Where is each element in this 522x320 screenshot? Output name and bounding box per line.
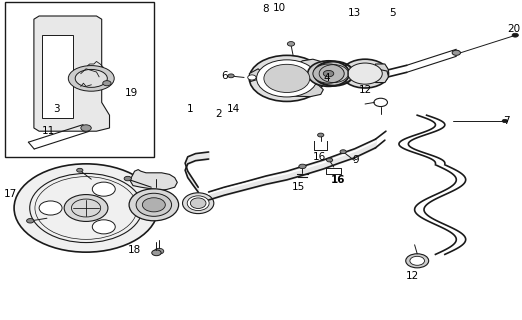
- Circle shape: [81, 125, 91, 131]
- Circle shape: [341, 59, 388, 88]
- Text: 11: 11: [41, 125, 55, 136]
- Polygon shape: [34, 16, 110, 131]
- Ellipse shape: [75, 69, 108, 87]
- Circle shape: [143, 198, 165, 212]
- Text: 9: 9: [352, 155, 359, 165]
- Polygon shape: [374, 64, 388, 77]
- Circle shape: [299, 164, 306, 169]
- Circle shape: [92, 220, 115, 234]
- Text: 12: 12: [359, 84, 372, 95]
- Text: 16: 16: [313, 152, 326, 162]
- Text: 8: 8: [263, 4, 269, 14]
- Polygon shape: [374, 70, 388, 83]
- Circle shape: [452, 50, 460, 55]
- Circle shape: [92, 182, 115, 196]
- Polygon shape: [281, 83, 323, 97]
- Circle shape: [39, 201, 62, 215]
- Circle shape: [257, 60, 317, 97]
- Circle shape: [502, 119, 507, 123]
- Circle shape: [250, 55, 324, 101]
- Text: 18: 18: [128, 245, 141, 255]
- Text: 17: 17: [4, 188, 17, 199]
- Circle shape: [512, 33, 518, 37]
- Circle shape: [103, 81, 111, 86]
- Circle shape: [406, 254, 429, 268]
- Text: 7: 7: [504, 116, 510, 126]
- Ellipse shape: [191, 198, 206, 209]
- Ellipse shape: [129, 189, 179, 221]
- Text: 13: 13: [348, 8, 361, 19]
- Text: 5: 5: [389, 8, 396, 19]
- Bar: [42, 35, 73, 118]
- Text: 20: 20: [507, 24, 520, 35]
- Circle shape: [124, 176, 132, 181]
- Ellipse shape: [183, 193, 214, 214]
- Text: 10: 10: [272, 3, 286, 13]
- Ellipse shape: [187, 196, 209, 211]
- Circle shape: [317, 133, 324, 137]
- Circle shape: [152, 250, 161, 256]
- Circle shape: [348, 63, 382, 84]
- Text: 15: 15: [292, 182, 305, 192]
- Circle shape: [326, 158, 333, 162]
- Polygon shape: [129, 170, 177, 190]
- Polygon shape: [291, 59, 322, 77]
- Circle shape: [248, 75, 256, 80]
- Text: 6: 6: [221, 71, 228, 81]
- Circle shape: [27, 219, 34, 223]
- Text: 3: 3: [53, 104, 60, 114]
- Circle shape: [77, 168, 83, 172]
- Text: 16: 16: [330, 175, 345, 185]
- Circle shape: [313, 64, 344, 83]
- Text: 12: 12: [406, 271, 419, 281]
- Circle shape: [307, 61, 349, 86]
- Circle shape: [155, 248, 164, 254]
- Text: 1: 1: [187, 104, 194, 115]
- Circle shape: [410, 256, 424, 265]
- Text: 19: 19: [125, 88, 138, 99]
- Text: 14: 14: [227, 104, 240, 115]
- Circle shape: [340, 150, 346, 154]
- Circle shape: [64, 195, 108, 221]
- Circle shape: [287, 42, 294, 46]
- Circle shape: [228, 74, 234, 78]
- Ellipse shape: [136, 193, 172, 216]
- Bar: [5, 2, 154, 157]
- Text: 4: 4: [323, 73, 330, 84]
- Circle shape: [323, 70, 334, 77]
- Text: 2: 2: [216, 108, 222, 119]
- Circle shape: [14, 164, 158, 252]
- Ellipse shape: [68, 66, 114, 91]
- Polygon shape: [250, 69, 264, 82]
- Circle shape: [264, 64, 310, 92]
